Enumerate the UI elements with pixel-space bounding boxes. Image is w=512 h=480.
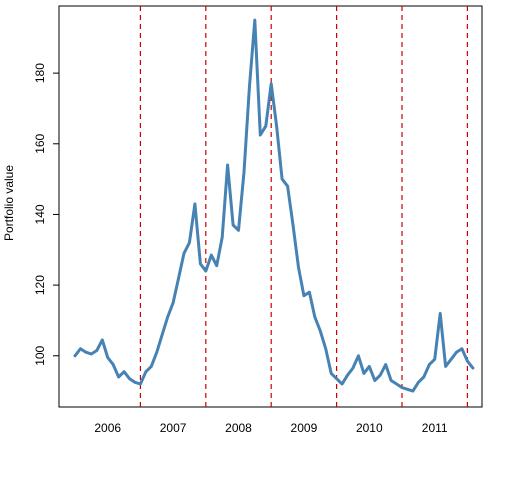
x-tick-label: 2006 xyxy=(94,421,121,435)
data-point xyxy=(428,363,431,366)
y-axis: 100 120 140 160 180 xyxy=(33,63,60,366)
data-point xyxy=(145,370,147,373)
y-tick-label: 180 xyxy=(33,63,47,83)
data-point xyxy=(466,360,469,362)
data-point xyxy=(128,377,131,380)
data-point xyxy=(363,372,365,375)
y-tick-label: 120 xyxy=(33,275,47,295)
data-point xyxy=(79,347,82,350)
data-point xyxy=(194,203,196,205)
data-point xyxy=(101,339,104,341)
data-point xyxy=(297,266,300,269)
y-tick-label: 160 xyxy=(33,133,47,153)
x-tick-label: 2009 xyxy=(291,421,318,435)
data-point xyxy=(161,333,163,336)
data-point xyxy=(248,86,251,89)
data-point xyxy=(117,376,120,378)
data-point xyxy=(237,229,240,232)
data-point xyxy=(303,294,305,297)
data-point xyxy=(444,365,447,368)
data-point xyxy=(374,379,376,382)
data-point xyxy=(308,291,311,294)
data-point xyxy=(352,367,354,369)
data-point xyxy=(265,125,267,127)
data-point xyxy=(455,351,458,354)
data-point xyxy=(384,363,387,366)
data-point xyxy=(85,351,87,354)
data-point xyxy=(259,134,262,136)
data-point xyxy=(412,390,414,392)
y-tick-label: 140 xyxy=(33,204,47,224)
data-point xyxy=(390,379,392,382)
data-point xyxy=(188,241,191,244)
data-point xyxy=(90,353,93,355)
data-point xyxy=(292,224,294,226)
data-point xyxy=(243,171,245,173)
data-point xyxy=(319,330,322,332)
x-tick-label: 2008 xyxy=(225,421,252,435)
data-point xyxy=(357,355,360,357)
data-point xyxy=(433,358,436,361)
data-point xyxy=(450,358,452,361)
x-tick-label: 2010 xyxy=(356,421,383,435)
data-point xyxy=(74,355,76,357)
data-point xyxy=(134,381,136,384)
data-point xyxy=(199,263,202,265)
y-axis-title: Portfolio value xyxy=(2,165,16,241)
data-point xyxy=(221,236,223,239)
data-point xyxy=(401,386,403,389)
data-point xyxy=(417,381,420,384)
data-point xyxy=(210,254,213,256)
data-point xyxy=(96,349,98,352)
x-tick-label: 2007 xyxy=(160,421,187,435)
data-point xyxy=(254,19,256,21)
data-point xyxy=(461,347,463,350)
data-point xyxy=(123,370,125,373)
data-point xyxy=(395,383,398,385)
data-point xyxy=(166,316,169,318)
data-point xyxy=(368,365,371,368)
data-point xyxy=(330,372,333,375)
data-point xyxy=(112,363,114,366)
data-point xyxy=(106,356,109,359)
data-point xyxy=(314,316,316,318)
data-point xyxy=(270,82,273,85)
data-point xyxy=(177,277,180,279)
data-point xyxy=(275,125,278,127)
x-tick-label: 2011 xyxy=(422,421,448,435)
x-axis: 2006 2007 2008 2009 2010 2011 xyxy=(94,421,448,435)
data-point xyxy=(156,351,158,354)
data-point xyxy=(150,365,153,368)
data-point xyxy=(406,388,409,391)
data-point xyxy=(324,347,327,350)
data-point xyxy=(172,302,174,304)
y-tick-label: 100 xyxy=(33,345,47,365)
plot-area-frame xyxy=(58,5,483,408)
portfolio-value-line xyxy=(73,18,475,393)
series-layer xyxy=(73,18,475,393)
data-point xyxy=(139,383,142,385)
data-point xyxy=(423,376,425,378)
data-point xyxy=(232,224,234,226)
data-point xyxy=(286,185,289,187)
data-point xyxy=(341,383,343,385)
data-point xyxy=(346,374,349,377)
data-point xyxy=(205,270,207,272)
data-point xyxy=(183,252,185,255)
data-point xyxy=(472,367,474,369)
data-point xyxy=(281,178,283,180)
year-divider-lines xyxy=(139,6,468,407)
data-point xyxy=(226,164,229,166)
data-point xyxy=(335,377,338,380)
data-point xyxy=(379,374,382,377)
data-point xyxy=(439,312,442,315)
data-point xyxy=(215,264,218,267)
